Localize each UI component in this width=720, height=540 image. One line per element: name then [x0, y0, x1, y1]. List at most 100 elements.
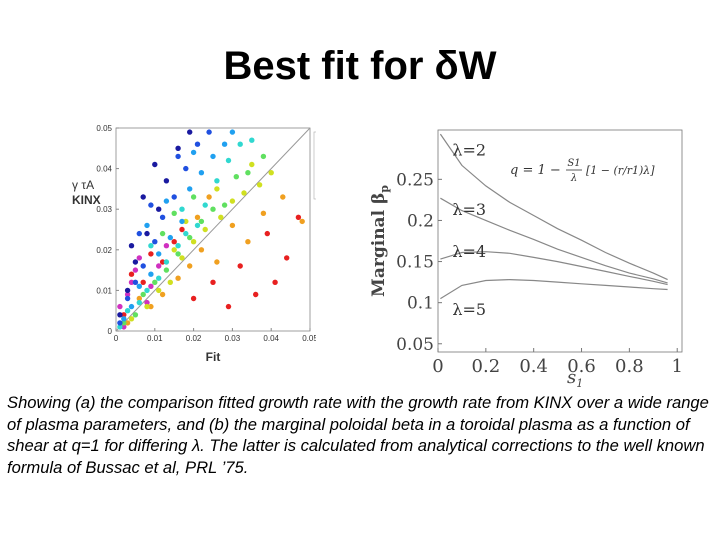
- scatter-point: [202, 202, 208, 208]
- plot-area: [437, 129, 683, 353]
- scatter-point: [253, 291, 259, 298]
- scatter-point: [121, 312, 127, 318]
- scatter-point: [194, 222, 201, 229]
- x-tick-label: 0.01: [147, 334, 163, 343]
- scatter-point: [136, 299, 142, 306]
- formula-rhs: [1 − (r/r1)λ]: [586, 164, 655, 177]
- y-tick-label: 0.2: [407, 211, 434, 231]
- scatter-point: [128, 271, 135, 277]
- scatter-point: [124, 320, 131, 326]
- scatter-point: [280, 194, 286, 200]
- scatter-point: [167, 234, 173, 241]
- x-tick-label: 0: [114, 334, 119, 343]
- scatter-point: [198, 170, 205, 176]
- scatter-point: [132, 259, 139, 265]
- scatter-point: [187, 186, 193, 192]
- scatter-point: [117, 312, 123, 318]
- y-tick-label: 0.02: [96, 246, 112, 255]
- scatter-point: [152, 279, 158, 285]
- series-line: [439, 133, 668, 281]
- scatter-point: [140, 194, 146, 200]
- scatter-point: [214, 259, 220, 265]
- scatter-point: [128, 316, 135, 322]
- scatter-point: [194, 141, 201, 147]
- scatter-point: [121, 320, 127, 326]
- scatter-point: [175, 145, 181, 151]
- scatter-point: [124, 308, 131, 314]
- scatter-point: [218, 214, 224, 220]
- scatter-point: [194, 214, 201, 220]
- scatter-point: [206, 194, 212, 200]
- scatter-point: [117, 320, 123, 326]
- scatter-point: [187, 129, 193, 135]
- scatter-point: [144, 299, 150, 306]
- scatter-point: [171, 247, 177, 253]
- colorbar-frame: [313, 131, 316, 200]
- scatter-point: [210, 206, 216, 212]
- scatter-point: [175, 251, 181, 257]
- series-label: λ=2: [452, 141, 486, 160]
- scatter-point: [159, 214, 166, 220]
- x-tick-label: 0.6: [567, 356, 596, 377]
- scatter-point: [175, 275, 181, 281]
- scatter-point: [144, 230, 150, 237]
- series-label: λ=5: [452, 300, 486, 319]
- scatter-point: [241, 190, 247, 196]
- scatter-point: [214, 178, 220, 184]
- scatter-point: [148, 202, 154, 208]
- scatter-point: [179, 218, 185, 225]
- scatter-point: [148, 243, 154, 249]
- series-line: [440, 278, 668, 300]
- y-tick-label: 0.05: [396, 335, 434, 355]
- scatter-point: [190, 295, 197, 302]
- scatter-point: [237, 263, 243, 269]
- x-tick-label: 0.05: [302, 334, 316, 343]
- x-tick-label: 0.4: [519, 356, 548, 377]
- scatter-point: [156, 287, 162, 294]
- scatter-point: [190, 194, 197, 200]
- scatter-point: [124, 287, 131, 294]
- scatter-point: [163, 198, 170, 204]
- scatter-point: [187, 263, 193, 269]
- scatter-point: [159, 259, 166, 265]
- scatter-point: [140, 291, 146, 298]
- scatter-point: [121, 316, 127, 322]
- scatter-point: [210, 153, 216, 160]
- x-tick-label: 0: [432, 356, 443, 377]
- x-axis-label-subscript: 1: [576, 377, 583, 390]
- scatter-point: [179, 226, 185, 233]
- scatter-point: [171, 239, 177, 245]
- scatter-point: [167, 279, 173, 285]
- scatter-point: [190, 149, 197, 156]
- slide-title: Best fit for δW: [223, 44, 497, 88]
- scatter-point: [210, 279, 216, 285]
- scatter-point: [159, 230, 166, 237]
- x-tick-label: 0.2: [472, 356, 501, 377]
- formula-lhs: q = 1 −: [510, 163, 561, 178]
- scatter-point: [132, 312, 139, 318]
- scatter-point: [190, 239, 197, 245]
- series-line: [440, 197, 668, 284]
- y-tick-label: 0.01: [96, 286, 112, 295]
- scatter-point: [229, 129, 236, 135]
- scatter-point: [140, 279, 146, 285]
- scatter-point: [295, 214, 302, 220]
- scatter-point: [117, 303, 123, 310]
- scatter-point: [225, 157, 232, 164]
- scatter-point: [121, 324, 127, 330]
- scatter-point: [249, 137, 255, 143]
- formula-denominator: λ: [570, 173, 577, 184]
- y-tick-label: 0.05: [96, 124, 112, 133]
- scatter-point: [128, 243, 135, 249]
- line-chart: 0 0.2 0.4 0.6 0.8 1 0.05 0.1 0.15 0.2 0.25Marginal…: [369, 129, 683, 390]
- scatter-point: [225, 303, 232, 310]
- y-tick-label: 0.03: [96, 205, 112, 214]
- scatter-point: [156, 251, 162, 257]
- scatter-point: [206, 129, 212, 135]
- scatter-point: [124, 291, 131, 298]
- scatter-point: [221, 202, 228, 208]
- caption: Showing (a) the comparison fitted growth…: [7, 393, 709, 477]
- scatter-point: [156, 263, 162, 269]
- scatter-point: [156, 206, 162, 212]
- formula-numerator: S1: [567, 158, 580, 169]
